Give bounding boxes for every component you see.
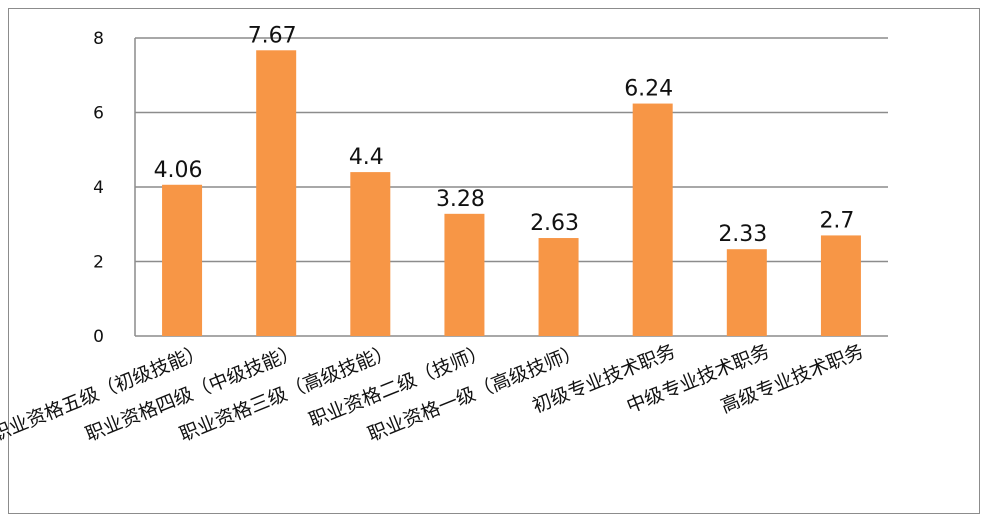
y-tick-label: 2 (93, 253, 104, 273)
y-tick-label: 8 (93, 29, 104, 49)
y-tick-label: 4 (93, 178, 104, 198)
y-tick-label: 0 (93, 327, 104, 347)
bar (256, 50, 297, 336)
data-label: 7.67 (248, 23, 297, 48)
bar (538, 238, 579, 336)
bar (632, 103, 673, 336)
data-label: 2.33 (718, 222, 767, 247)
bar (350, 172, 391, 336)
bar (726, 249, 767, 336)
data-label: 3.28 (436, 187, 485, 212)
bar (820, 235, 861, 336)
data-label: 2.63 (530, 211, 579, 236)
y-tick-label: 6 (93, 104, 104, 124)
data-label: 4.06 (154, 158, 203, 183)
data-label: 6.24 (624, 77, 673, 102)
bar (444, 213, 485, 336)
bar (162, 184, 203, 336)
data-label: 2.7 (819, 208, 854, 233)
data-label: 4.4 (349, 145, 384, 170)
